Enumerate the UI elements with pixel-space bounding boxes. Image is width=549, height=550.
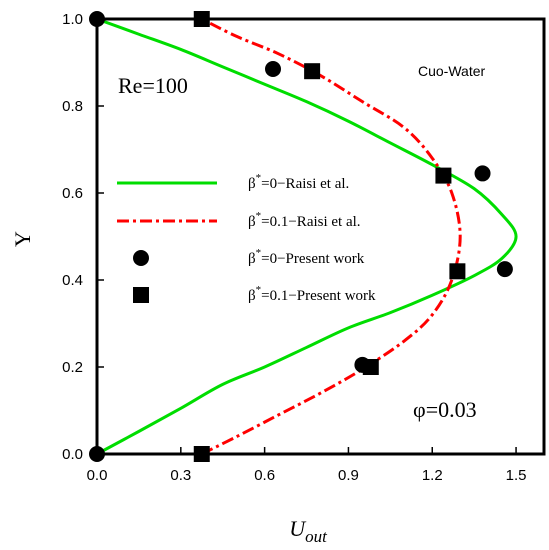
x-tick-label: 1.5 bbox=[506, 467, 527, 484]
x-tick-label: 0.9 bbox=[338, 467, 359, 484]
data-point-0-1-present-work bbox=[304, 63, 321, 80]
reynolds-annotation: Re=100 bbox=[118, 73, 188, 98]
y-tick-label: 0.0 bbox=[62, 446, 83, 463]
y-axis-title: Y bbox=[10, 231, 35, 247]
series-layer bbox=[89, 11, 518, 462]
y-tick-label: 0.8 bbox=[62, 98, 83, 115]
data-point-0-1-present-work bbox=[435, 167, 452, 184]
x-axis-title: Uout bbox=[289, 516, 328, 546]
x-tick-label: 1.2 bbox=[422, 467, 443, 484]
legend-swatch-marker bbox=[133, 250, 149, 266]
x-axis-title-subscript: out bbox=[305, 527, 328, 546]
legend: β*=0−Raisi et al. β*=0.1−Raisi et al. β*=0… bbox=[117, 172, 376, 304]
legend-entry: β*=0.1−Raisi et al. bbox=[117, 210, 361, 230]
phi-annotation: φ=0.03 bbox=[413, 397, 477, 422]
legend-entry: β*=0.1−Present work bbox=[133, 284, 376, 304]
y-tick-label: 1.0 bbox=[62, 11, 83, 28]
legend-label: β*=0−Present work bbox=[248, 247, 365, 267]
legend-label: β*=0.1−Present work bbox=[248, 284, 376, 304]
legend-entry: β*=0−Raisi et al. bbox=[117, 172, 349, 192]
data-point-0-present-work bbox=[265, 61, 282, 78]
fluid-annotation: Cuo-Water bbox=[418, 63, 486, 79]
series-line-0-1-raisi-et-al bbox=[201, 17, 462, 456]
x-axis-title-main: U bbox=[289, 516, 307, 541]
y-tick-label: 0.6 bbox=[62, 185, 83, 202]
data-point-0-present-work bbox=[496, 261, 513, 278]
y-tick-label: 0.4 bbox=[62, 272, 83, 289]
data-point-0-1-present-work bbox=[362, 359, 379, 375]
legend-swatch-marker bbox=[133, 287, 149, 303]
data-point-0-present-work bbox=[474, 165, 491, 182]
y-tick-label: 0.2 bbox=[62, 359, 83, 376]
x-tick-label: 0.6 bbox=[254, 467, 275, 484]
series-line-0-raisi-et-al bbox=[96, 17, 518, 456]
legend-entry: β*=0−Present work bbox=[133, 247, 365, 267]
data-point-0-1-present-work bbox=[449, 263, 466, 280]
legend-label: β*=0−Raisi et al. bbox=[248, 172, 349, 192]
tick-layer: 0.0 0.3 0.6 0.9 1.2 1.5 0.0 0.2 0.4 0.6 0.8 1.0 bbox=[62, 11, 526, 484]
plot-frame bbox=[95, 17, 546, 456]
legend-label: β*=0.1−Raisi et al. bbox=[248, 210, 361, 230]
x-tick-label: 0.3 bbox=[170, 467, 191, 484]
x-tick-label: 0.0 bbox=[87, 467, 108, 484]
